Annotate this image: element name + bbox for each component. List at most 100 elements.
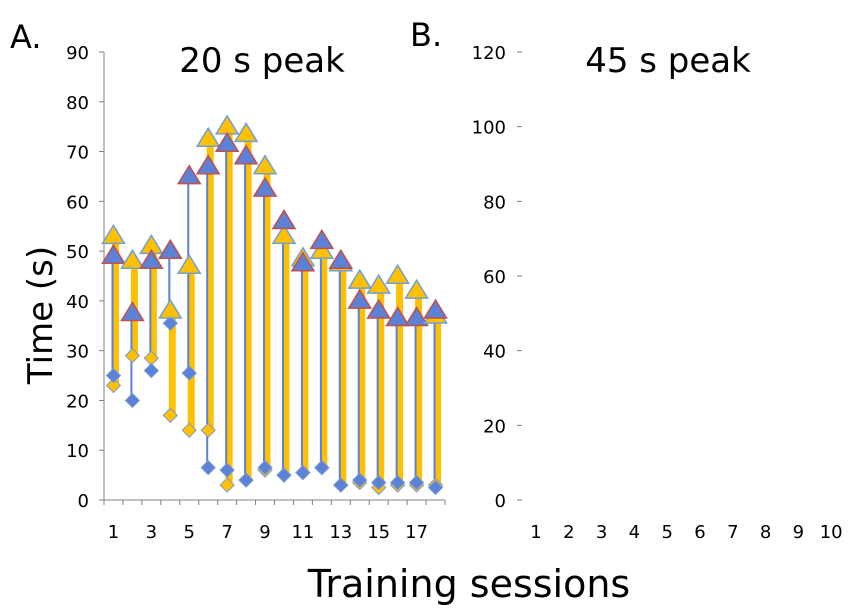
x-tick-label: 3 <box>146 522 157 543</box>
y-tick-label: 30 <box>66 342 89 363</box>
start-marker-b <box>162 315 179 331</box>
x-tick-label: 3 <box>596 522 607 543</box>
start-marker-b <box>200 459 216 476</box>
start-marker-a <box>124 347 141 364</box>
start-marker-b <box>124 392 141 409</box>
stop-marker-b <box>271 209 297 230</box>
stop-marker-a <box>120 248 145 270</box>
y-tick-label: 60 <box>66 192 89 213</box>
panel-b-title: 45 s peak <box>585 41 751 81</box>
x-tick-label: 2 <box>563 522 574 543</box>
stop-marker-b <box>233 144 259 165</box>
x-tick-label: 17 <box>405 522 428 543</box>
x-tick-label: 1 <box>108 522 119 543</box>
y-tick-label: 40 <box>483 342 506 363</box>
start-marker-b <box>295 464 311 481</box>
x-tick-label: 4 <box>629 522 640 543</box>
stop-marker-b <box>252 176 278 197</box>
start-marker-a <box>181 422 197 439</box>
stop-marker-a <box>101 223 126 245</box>
y-tick-label: 20 <box>66 391 89 412</box>
y-tick-label: 0 <box>78 491 89 512</box>
stop-marker-b <box>309 228 335 250</box>
panel-a-letter: A. <box>10 18 42 56</box>
x-tick-label: 7 <box>727 522 738 543</box>
start-marker-b <box>370 474 387 491</box>
stop-marker-b <box>120 301 145 322</box>
y-tick-label: 20 <box>483 416 506 437</box>
stop-marker-b <box>290 251 316 272</box>
start-marker-b <box>143 362 160 379</box>
stop-marker-a <box>385 263 410 284</box>
start-marker-b <box>389 474 406 491</box>
y-tick-label: 90 <box>66 43 89 64</box>
stop-marker-a <box>157 298 183 319</box>
y-tick-label: 120 <box>472 43 506 64</box>
x-tick-label: 13 <box>329 522 352 543</box>
y-tick-label: 80 <box>483 192 506 213</box>
y-tick-label: 40 <box>66 292 89 313</box>
x-tick-label: 6 <box>694 522 705 543</box>
start-marker-a <box>200 422 216 439</box>
x-tick-label: 1 <box>530 522 541 543</box>
stop-marker-b <box>195 154 221 175</box>
x-tick-label: 10 <box>820 522 843 543</box>
stop-marker-a <box>195 126 221 148</box>
start-marker-b <box>181 365 197 381</box>
x-tick-label: 11 <box>291 522 314 543</box>
y-tick-label: 10 <box>66 441 89 462</box>
x-tick-label: 9 <box>793 522 804 543</box>
x-tick-label: 8 <box>760 522 771 543</box>
start-marker-b <box>333 477 349 493</box>
stop-marker-b <box>101 243 126 265</box>
y-axis-title: Time (s) <box>21 246 61 385</box>
start-marker-a <box>105 377 122 394</box>
stop-marker-a <box>366 273 392 294</box>
start-marker-b <box>427 479 444 496</box>
stop-marker-b <box>366 298 392 319</box>
start-marker-b <box>238 472 254 488</box>
stop-marker-a <box>404 278 429 299</box>
start-marker-b <box>105 367 122 384</box>
y-tick-label: 50 <box>66 242 89 263</box>
start-marker-a <box>219 477 235 493</box>
stop-marker-b <box>385 306 410 327</box>
stop-marker-b <box>423 298 448 319</box>
y-tick-label: 0 <box>495 491 506 512</box>
start-marker-b <box>408 474 425 491</box>
x-tick-label: 5 <box>184 522 195 543</box>
stop-marker-b <box>214 131 240 153</box>
x-tick-label: 9 <box>259 522 270 543</box>
stop-marker-b <box>347 288 373 309</box>
y-tick-label: 80 <box>66 93 89 114</box>
stop-marker-b <box>139 248 164 270</box>
stop-marker-b <box>328 248 354 270</box>
start-marker-b <box>314 459 330 476</box>
stop-marker-b <box>404 306 429 327</box>
stop-marker-a <box>347 268 373 289</box>
start-marker-b <box>257 459 273 476</box>
y-tick-label: 100 <box>472 118 506 139</box>
start-marker-b <box>352 472 368 488</box>
panel-b-plot: 120 100 80 60 40 20 0 1 2 3 4 5 6 7 8 9 10 <box>472 43 843 543</box>
stop-marker-a <box>309 238 335 260</box>
x-tick-label: 7 <box>221 522 232 543</box>
stop-marker-b <box>176 164 202 185</box>
start-marker-a <box>162 407 179 424</box>
x-tick-label: 15 <box>367 522 390 543</box>
stop-marker-a <box>252 154 278 175</box>
x-tick-label: 5 <box>661 522 672 543</box>
y-tick-label: 60 <box>483 267 506 288</box>
x-axis-title: Training sessions <box>307 562 630 606</box>
stop-marker-a <box>176 253 202 274</box>
stop-marker-a <box>271 223 297 245</box>
panel-a-title: 20 s peak <box>179 41 345 81</box>
start-marker-b <box>219 462 235 478</box>
stop-marker-a <box>233 121 259 143</box>
y-tick-label: 70 <box>66 143 89 164</box>
stop-marker-a <box>214 114 240 135</box>
start-marker-b <box>276 467 292 483</box>
stop-marker-b <box>157 238 183 260</box>
